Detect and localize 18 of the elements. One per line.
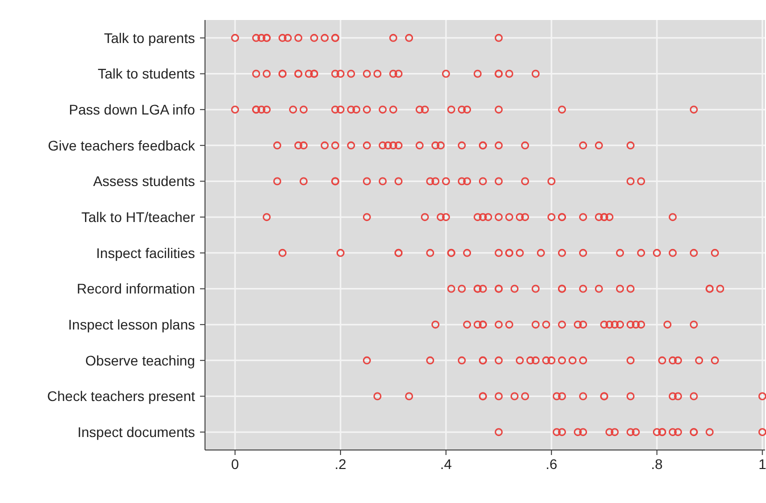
y-tick-label: Give teachers feedback [48, 137, 196, 154]
y-tick-label: Talk to parents [104, 30, 195, 46]
y-tick-label: Talk to HT/teacher [81, 208, 196, 225]
y-tick-label: Talk to students [98, 66, 195, 82]
y-tick-label: Check teachers present [47, 388, 196, 404]
y-tick-label: Inspect lesson plans [68, 316, 195, 332]
y-tick-label: Inspect documents [77, 424, 195, 440]
x-tick-label: .8 [651, 456, 663, 472]
y-tick-label: Pass down LGA info [68, 101, 196, 118]
y-tick-label: Observe teaching [85, 352, 195, 368]
y-tick-label: Record information [76, 280, 195, 297]
y-tick-label: Inspect facilities [96, 244, 195, 261]
y-tick-label: Assess students [93, 173, 195, 190]
x-tick-label: 0 [231, 456, 240, 472]
x-tick-label: 1 [758, 456, 766, 472]
x-tick-label: .4 [440, 456, 452, 472]
x-tick-label: .2 [334, 456, 347, 472]
x-tick-label: .6 [546, 456, 558, 472]
